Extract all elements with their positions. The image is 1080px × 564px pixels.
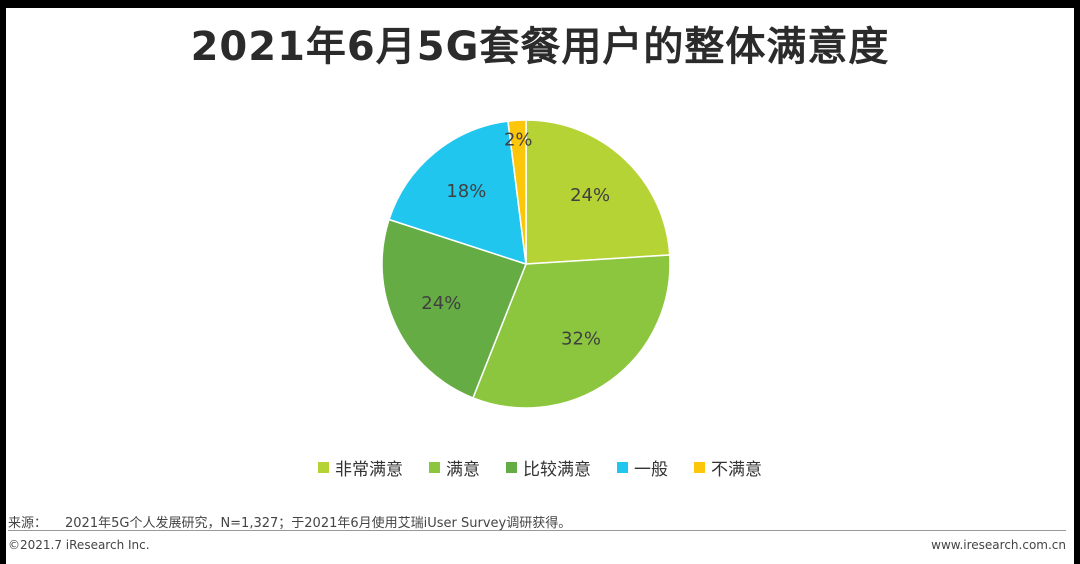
- pie-slice-2: [381, 218, 527, 399]
- legend-swatch-1: [429, 462, 440, 473]
- legend-item-3: 一般: [617, 455, 668, 480]
- legend-item-2: 比较满意: [506, 455, 591, 480]
- pie-slice-4: [507, 119, 527, 265]
- pie-data-label-3: 18%: [446, 181, 486, 202]
- pie-slice-3: [388, 120, 527, 266]
- legend-swatch-2: [506, 462, 517, 473]
- pie-data-label-4: 2%: [504, 129, 533, 150]
- legend-label-3: 一般: [634, 460, 668, 480]
- pie-data-label-2: 24%: [421, 293, 461, 314]
- legend-label-4: 不满意: [711, 460, 762, 480]
- legend-label-2: 比较满意: [523, 460, 591, 480]
- pie-slice-0: [525, 119, 671, 265]
- legend-swatch-4: [694, 462, 705, 473]
- source-note: 来源： 2021年5G个人发展研究，N=1,327；于2021年6月使用艾瑞iUs…: [8, 512, 571, 531]
- legend-item-0: 非常满意: [318, 455, 403, 480]
- legend-item-1: 满意: [429, 455, 480, 480]
- copyright-text: ©2021.7 iResearch Inc.: [8, 538, 150, 552]
- legend-item-4: 不满意: [694, 455, 762, 480]
- legend-label-0: 非常满意: [335, 460, 403, 480]
- legend-swatch-0: [318, 462, 329, 473]
- top-border: [0, 0, 1080, 8]
- pie-slice-1: [472, 254, 671, 409]
- source-label: 来源：: [8, 516, 48, 531]
- left-border: [0, 8, 6, 564]
- website-link[interactable]: www.iresearch.com.cn: [931, 538, 1066, 552]
- chart-legend: 非常满意 满意 比较满意 一般 不满意: [0, 455, 1080, 480]
- pie-data-label-0: 24%: [570, 185, 610, 206]
- pie-data-label-1: 32%: [561, 329, 601, 350]
- source-text: 2021年5G个人发展研究，N=1,327；于2021年6月使用艾瑞iUser …: [65, 516, 572, 531]
- legend-swatch-3: [617, 462, 628, 473]
- legend-label-1: 满意: [446, 460, 480, 480]
- chart-title: 2021年6月5G套餐用户的整体满意度: [190, 24, 890, 70]
- right-border: [1074, 8, 1080, 564]
- pie-chart: 24% 32% 24% 18% 2%: [381, 119, 671, 409]
- footer-divider: [8, 530, 1066, 531]
